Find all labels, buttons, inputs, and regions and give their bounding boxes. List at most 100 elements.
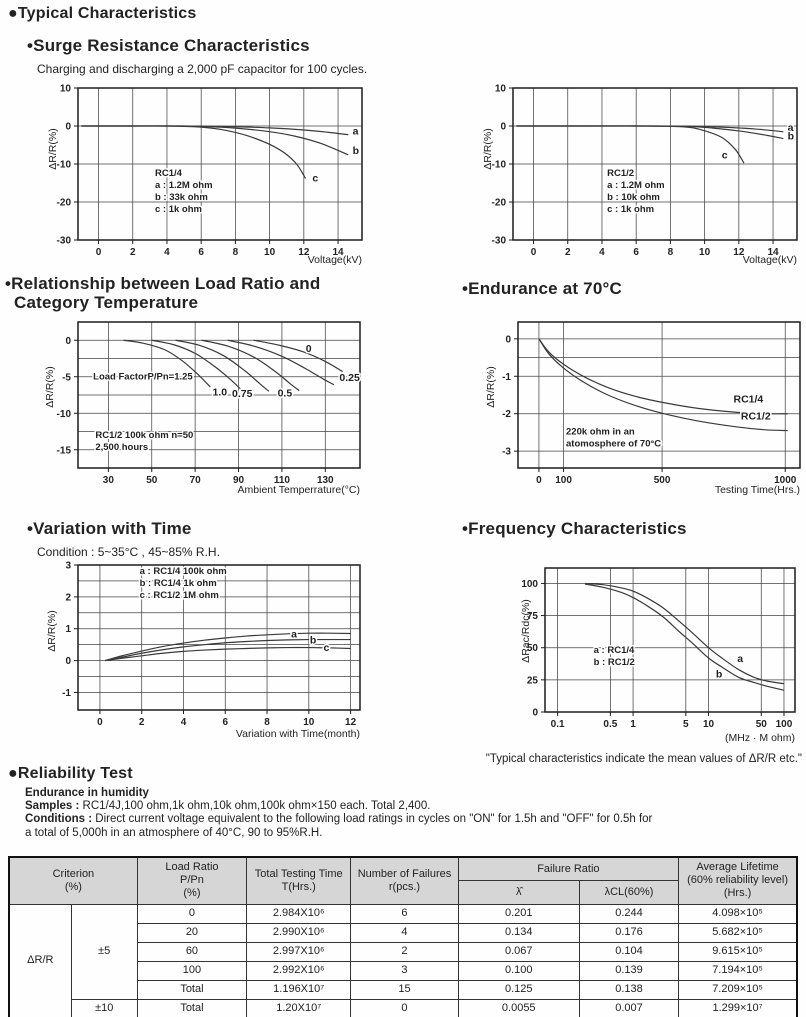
svg-text:12: 12 xyxy=(733,247,745,258)
svg-text:0.5: 0.5 xyxy=(278,387,293,399)
lambda-cell: 0.067 xyxy=(457,941,580,962)
svg-text:110: 110 xyxy=(274,475,291,486)
frequency-heading: •Frequency Characteristics xyxy=(462,519,687,538)
lambda-cell: 0.0055 xyxy=(457,998,580,1017)
svg-text:75: 75 xyxy=(527,611,539,622)
variation-condition: Condition : 5~35°C , 45~85% R.H. xyxy=(37,545,220,559)
svg-text:8: 8 xyxy=(233,247,239,258)
svg-text:0.75: 0.75 xyxy=(232,388,253,400)
svg-text:100: 100 xyxy=(776,719,793,730)
svg-text:2: 2 xyxy=(65,592,71,603)
svg-text:10: 10 xyxy=(703,719,715,730)
svg-text:Load FactorP/Pn=1.25: Load FactorP/Pn=1.25 xyxy=(93,372,193,383)
lifetime-cell: 7.194×10⁵ xyxy=(678,960,798,981)
table-row: 60 2.997X10⁶ 2 0.067 0.104 9.615×10⁵ xyxy=(9,941,798,962)
lambda-cell: 0.201 xyxy=(457,903,580,924)
svg-text:a: a xyxy=(353,126,359,138)
table-row: ΔR/R ±5 0 2.984X10⁶ 6 0.201 0.244 4.098×10⁵ xyxy=(8,903,798,1017)
typical-characteristics-note: "Typical characteristics indicate the me… xyxy=(485,753,802,765)
lifetime-cell: 7.209×10⁵ xyxy=(678,979,798,1000)
header-load-ratio: Load Ratio P/Pn (%) xyxy=(136,856,248,905)
x-axis-label: Testing Time(Hrs.) xyxy=(714,484,800,496)
svg-text:500: 500 xyxy=(654,475,671,486)
svg-text:1.0: 1.0 xyxy=(212,387,227,399)
svg-text:-20: -20 xyxy=(57,198,72,209)
svg-text:a: a xyxy=(788,122,794,134)
svg-text:a: a xyxy=(291,628,297,640)
lambda-cell: 0.134 xyxy=(457,922,580,943)
svg-text:b: b xyxy=(788,131,794,143)
samples-text: RC1/4J,100 ohm,1k ohm,10k ohm,100k ohm×1… xyxy=(79,800,431,812)
svg-text:10: 10 xyxy=(495,84,507,95)
svg-text:100: 100 xyxy=(521,579,538,590)
header-failures: Number of Failures r(pcs.) xyxy=(350,856,459,905)
load-ratio-cell: 100 xyxy=(136,960,248,981)
svg-text:0: 0 xyxy=(531,247,537,258)
x-axis-label: Voltage(kV) xyxy=(307,254,362,266)
header-lambda-cl: λCL(60%) xyxy=(578,880,680,905)
failures-cell: 15 xyxy=(350,979,459,1000)
lifetime-cell: 5.682×10⁵ xyxy=(678,922,798,943)
criterion-pct-cell: ±10 xyxy=(70,998,138,1017)
svg-text:c: c xyxy=(312,172,318,184)
svg-text:-30: -30 xyxy=(492,236,507,247)
svg-text:RC1/4: RC1/4 xyxy=(734,393,764,405)
svg-text:2: 2 xyxy=(139,717,145,728)
x-axis-label: Voltage(kV) xyxy=(742,254,797,266)
conditions-line2: a total of 5,000h in an atmosphere of 40… xyxy=(25,827,323,839)
conditions-line1: Conditions : Direct current voltage equi… xyxy=(25,813,803,825)
header-criterion: Criterion (%) xyxy=(8,856,138,905)
lifetime-cell: 1.299×10⁷ xyxy=(678,998,798,1017)
load-ratio-cell: 60 xyxy=(136,941,248,962)
svg-text:25: 25 xyxy=(527,675,539,686)
svg-text:1: 1 xyxy=(630,719,636,730)
failures-cell: 4 xyxy=(350,922,459,943)
svg-text:-15: -15 xyxy=(57,445,72,456)
svg-text:2: 2 xyxy=(565,247,571,258)
x-axis-label: Ambient Temperrature(°C) xyxy=(237,484,360,496)
x-axis-label: (MHz · M ohm) xyxy=(725,732,795,744)
svg-text:0: 0 xyxy=(65,122,71,133)
conditions-text: Direct current voltage equivalent to the… xyxy=(92,813,653,825)
y-axis-label: ΔR/R(%) xyxy=(47,128,59,170)
svg-text:90: 90 xyxy=(233,475,245,486)
lambda-cl-cell: 0.138 xyxy=(578,979,680,1000)
svg-text:b: b xyxy=(310,634,316,646)
criterion-cell: ΔR/R xyxy=(8,903,72,1017)
header-lambda-hat: λ̂ xyxy=(457,880,580,905)
lambda-cl-cell: 0.176 xyxy=(578,922,680,943)
load-ratio-cell: 0 xyxy=(136,903,248,924)
svg-text:-2: -2 xyxy=(502,409,511,420)
svg-text:-10: -10 xyxy=(492,160,507,171)
endurance-heading: •Endurance at 70°C xyxy=(462,279,622,298)
y-axis-label: ΔR/R(%) xyxy=(46,610,58,652)
svg-text:-10: -10 xyxy=(57,160,72,171)
lambda-cl-cell: 0.007 xyxy=(578,998,680,1017)
svg-text:12: 12 xyxy=(298,247,310,258)
header-failure-ratio: Failure Ratio xyxy=(457,856,680,882)
svg-text:50: 50 xyxy=(146,475,158,486)
svg-text:1: 1 xyxy=(65,624,71,635)
chart-load-ratio: 30 50 70 90 110 130 0 -5 -10 -15 Load FactorP/Pn=1… xyxy=(57,321,361,486)
load-ratio-heading-line1: •Relationship between Load Ratio and xyxy=(5,274,321,293)
svg-text:6: 6 xyxy=(222,717,228,728)
svg-text:-1: -1 xyxy=(62,688,71,699)
reliability-table-header: Criterion (%) Load Ratio P/Pn (%) Total … xyxy=(8,856,798,905)
svg-text:6: 6 xyxy=(198,247,204,258)
x-axis-label: Variation with Time(month) xyxy=(235,728,360,740)
y-axis-label: ΔRac/Rdc(%) xyxy=(520,599,532,663)
svg-text:5: 5 xyxy=(683,719,689,730)
svg-text:0: 0 xyxy=(306,343,312,355)
lifetime-cell: 4.098×10⁵ xyxy=(678,903,798,924)
load-ratio-cell: Total xyxy=(136,979,248,1000)
svg-text:12: 12 xyxy=(345,717,357,728)
variation-heading: •Variation with Time xyxy=(27,519,192,538)
svg-text:0.1: 0.1 xyxy=(551,719,565,730)
svg-text:RC1/2 100k ohm n=502,500 hours: RC1/2 100k ohm n=50 2,500 hours xyxy=(95,430,193,453)
svg-text:b: b xyxy=(353,145,359,157)
chart-frequency: 0.1 0.5 1 5 10 50 100 100 75 50 25 0 a : RC1/4 b : RC… xyxy=(521,567,796,730)
load-ratio-cell: 20 xyxy=(136,922,248,943)
